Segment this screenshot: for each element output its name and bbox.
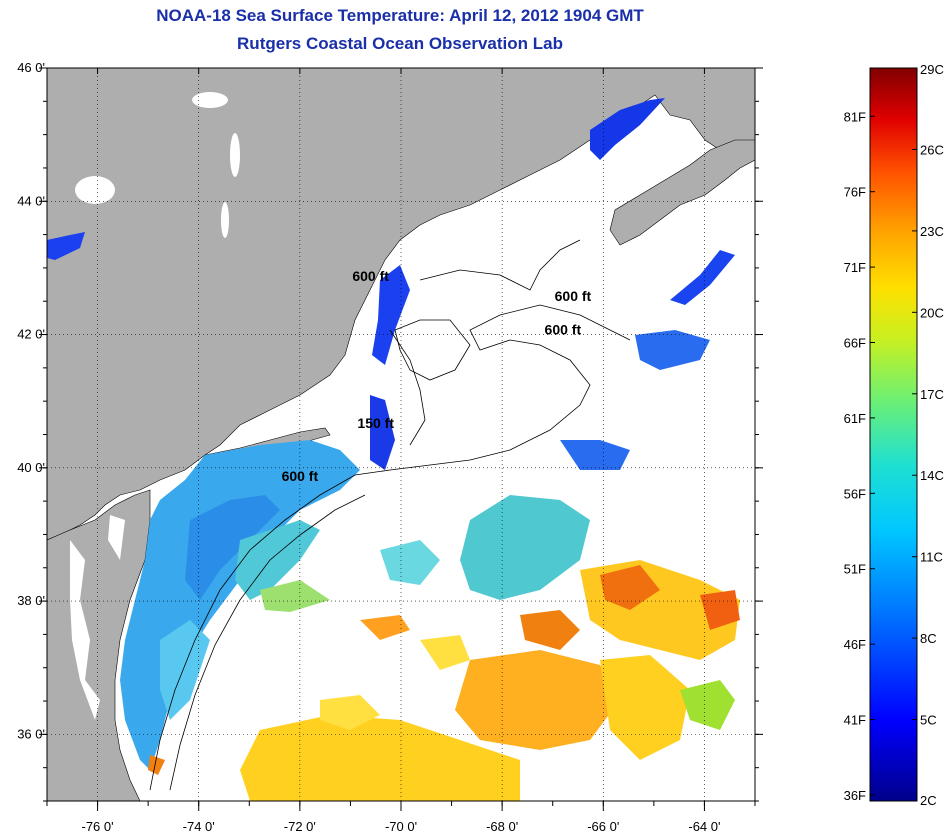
land-nova-scotia — [609, 139, 755, 246]
colorbar-label-c: 20C — [920, 305, 944, 320]
lat-tick-label: 36 0' — [17, 726, 45, 741]
colorbar-label-c: 8C — [920, 631, 937, 646]
colorbar-label-f: 46F — [844, 637, 866, 652]
bathymetry-contours — [149, 239, 631, 791]
colorbar-label-f: 66F — [844, 335, 866, 350]
lon-tick-label: -64 0' — [688, 819, 720, 834]
lat-tick-label: 46 0' — [17, 60, 45, 75]
colorbar-label-f: 36F — [844, 788, 866, 803]
lake — [230, 133, 240, 177]
colorbar-label-f: 51F — [844, 562, 866, 577]
lake — [221, 202, 229, 238]
colorbar — [869, 67, 918, 802]
colorbar-label-c: 5C — [920, 713, 937, 728]
chesapeake-bay — [70, 540, 100, 720]
lat-tick-label: 40 0' — [17, 460, 45, 475]
lat-tick-label: 44 0' — [17, 193, 45, 208]
colorbar-label-c: 14C — [920, 468, 944, 483]
contour-label: 600 ft — [545, 322, 582, 338]
lake — [192, 92, 228, 108]
colorbar-label-c: 2C — [920, 793, 937, 808]
delaware-bay — [108, 515, 125, 560]
lon-tick-label: -72 0' — [284, 819, 316, 834]
colorbar-label-c: 29C — [920, 62, 944, 77]
contour-labels: 600 ft 600 ft 600 ft 150 ft 600 ft — [282, 268, 592, 484]
map-title: NOAA-18 Sea Surface Temperature: April 1… — [156, 6, 644, 25]
lat-tick-label: 38 0' — [17, 593, 45, 608]
lake — [75, 176, 115, 204]
sst-patches — [47, 98, 740, 801]
colorbar-label-c: 26C — [920, 142, 944, 157]
lon-tick-label: -70 0' — [385, 819, 417, 834]
colorbar-label-f: 41F — [844, 713, 866, 728]
colorbar-ticks: 29C 26C 23C 20C 17C 14C 11C 8C 5C 2C 81F 76F 71F 66F 6… — [844, 62, 944, 808]
contour-label: 600 ft — [352, 268, 389, 284]
colorbar-label-f: 76F — [844, 185, 866, 200]
map-ticks: -76 0' -74 0' -72 0' -70 0' -68 0' -66 0' -64 … — [17, 60, 763, 834]
map-subtitle: Rutgers Coastal Ocean Observation Lab — [237, 34, 563, 53]
lon-tick-label: -68 0' — [486, 819, 518, 834]
colorbar-label-c: 17C — [920, 387, 944, 402]
colorbar-label-f: 56F — [844, 486, 866, 501]
lat-tick-label: 42 0' — [17, 327, 45, 342]
contour-label: 150 ft — [357, 415, 394, 431]
contour-label: 600 ft — [282, 468, 319, 484]
colorbar-label-f: 61F — [844, 411, 866, 426]
lon-tick-label: -66 0' — [587, 819, 619, 834]
colorbar-label-c: 11C — [920, 550, 943, 565]
colorbar-label-f: 71F — [844, 260, 866, 275]
colorbar-label-c: 23C — [920, 224, 944, 239]
map-body — [47, 68, 755, 801]
colorbar-label-f: 81F — [844, 109, 866, 124]
lon-tick-label: -74 0' — [183, 819, 215, 834]
contour-label: 600 ft — [555, 288, 592, 304]
lon-tick-label: -76 0' — [82, 819, 114, 834]
land-northeast — [47, 68, 755, 541]
